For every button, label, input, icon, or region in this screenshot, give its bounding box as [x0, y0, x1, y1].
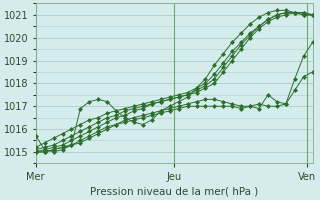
- X-axis label: Pression niveau de la mer( hPa ): Pression niveau de la mer( hPa ): [90, 187, 258, 197]
